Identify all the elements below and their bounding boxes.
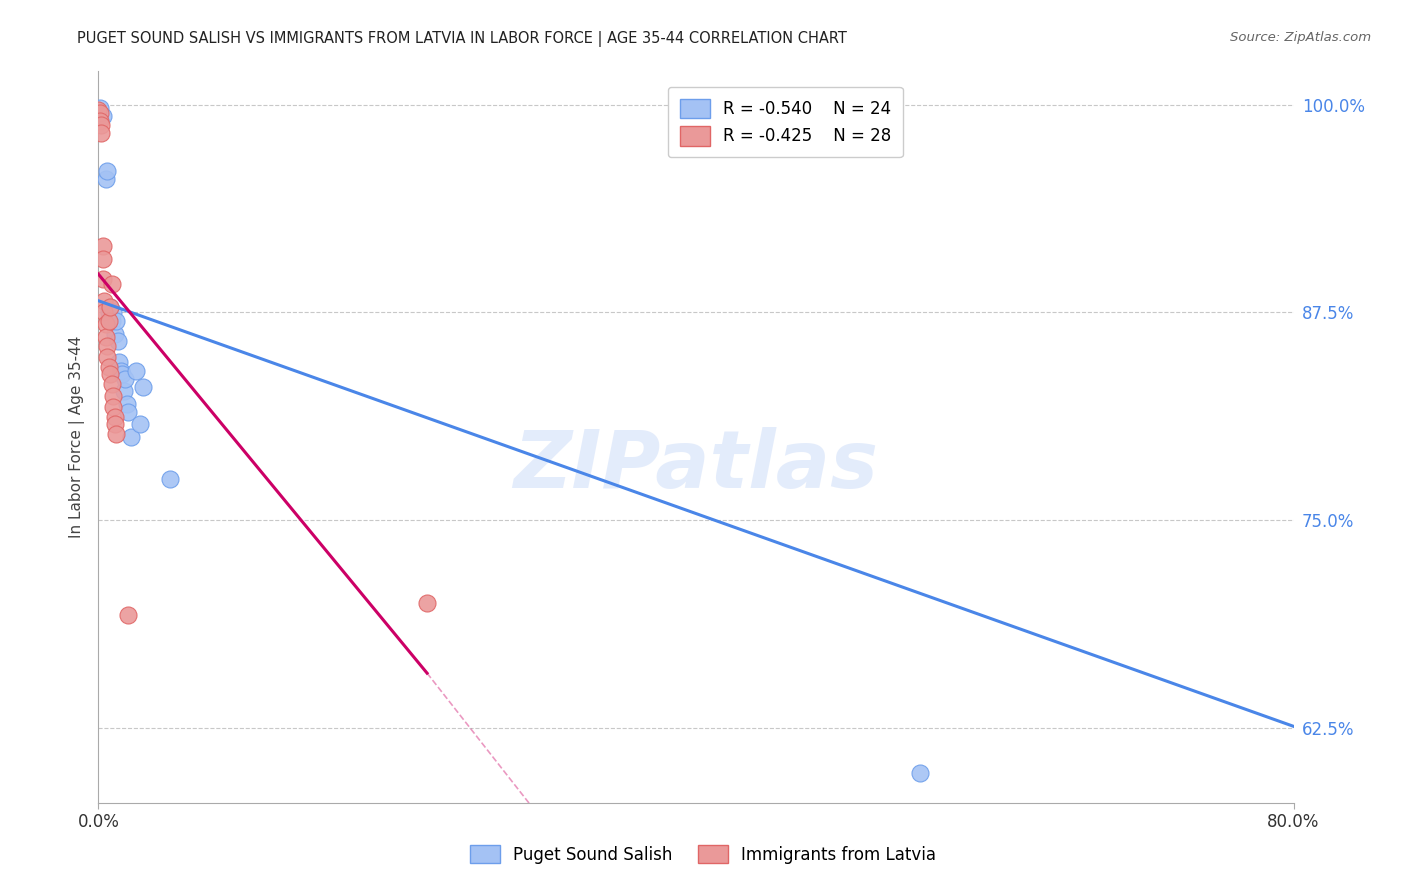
Point [97,360,120,375]
Point [94,317,117,331]
Point [94,330,117,344]
Point [104,410,127,425]
Point [101,314,124,328]
Point [112,384,135,398]
Point [98,301,122,315]
Legend: R = -0.540    N = 24, R = -0.425    N = 28: R = -0.540 N = 24, R = -0.425 N = 28 [668,87,903,157]
Point [110,363,132,377]
Point [104,417,127,431]
Point [90,118,112,132]
Point [132,380,155,394]
Point [101,376,124,391]
Point [91,109,114,123]
Point [105,314,128,328]
Text: PUGET SOUND SALISH VS IMMIGRANTS FROM LATVIA IN LABOR FORCE | AGE 35-44 CORRELAT: PUGET SOUND SALISH VS IMMIGRANTS FROM LA… [77,31,848,47]
Point [87,103,110,117]
Point [98,301,122,315]
Point [105,426,128,441]
Legend: Puget Sound Salish, Immigrants from Latvia: Puget Sound Salish, Immigrants from Latv… [464,838,942,871]
Point [90,126,112,140]
Point [125,363,148,377]
Point [908,765,931,780]
Text: Source: ZipAtlas.com: Source: ZipAtlas.com [1230,31,1371,45]
Point [385,879,409,892]
Point [103,400,125,414]
Point [111,367,134,381]
Point [91,239,114,253]
Point [94,172,117,186]
Point [91,272,114,286]
Point [107,334,129,348]
Point [117,607,139,622]
Point [103,388,125,402]
Point [129,417,152,431]
Point [91,252,114,267]
Point [89,114,111,128]
Point [97,305,120,319]
Point [96,351,118,365]
Point [104,326,127,341]
Point [93,305,115,319]
Point [117,405,139,419]
Point [98,367,122,381]
Y-axis label: In Labor Force | Age 35-44: In Labor Force | Age 35-44 [69,336,84,538]
Point [115,397,138,411]
Point [120,430,142,444]
Text: ZIPatlas: ZIPatlas [513,427,879,506]
Point [89,101,111,115]
Point [159,472,181,486]
Point [103,305,125,319]
Point [114,372,136,386]
Point [416,596,439,610]
Point [97,314,120,328]
Point [101,277,124,292]
Point [96,164,118,178]
Point [89,106,111,120]
Point [108,355,131,369]
Point [96,338,118,352]
Point [93,293,115,308]
